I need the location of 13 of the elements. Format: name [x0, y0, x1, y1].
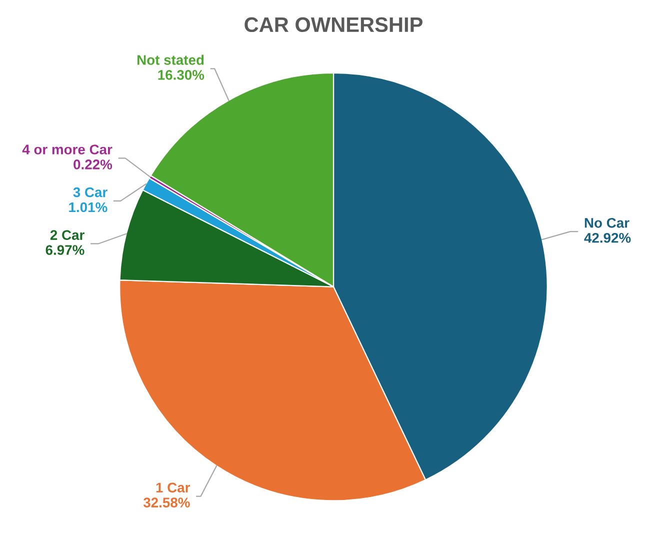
slice-label: Not stated — [138, 54, 204, 65]
data-label: 6.97% — [46, 245, 84, 255]
data-label: 1.01% — [69, 202, 108, 212]
slice-label: 2 Car — [50, 230, 84, 240]
slice-label: 4 or more Car — [22, 144, 112, 154]
data-label: 42.92% — [584, 232, 631, 243]
slice-label: No Car — [584, 218, 630, 228]
slice-label: 3 Car — [73, 187, 108, 198]
data-label: 0.22% — [74, 160, 112, 170]
data-label: 16.30% — [158, 70, 204, 80]
slice-label: 1 Car — [156, 482, 190, 493]
chart-title: CAR OWNERSHIP — [244, 17, 422, 32]
data-label: 32.58% — [143, 498, 190, 508]
